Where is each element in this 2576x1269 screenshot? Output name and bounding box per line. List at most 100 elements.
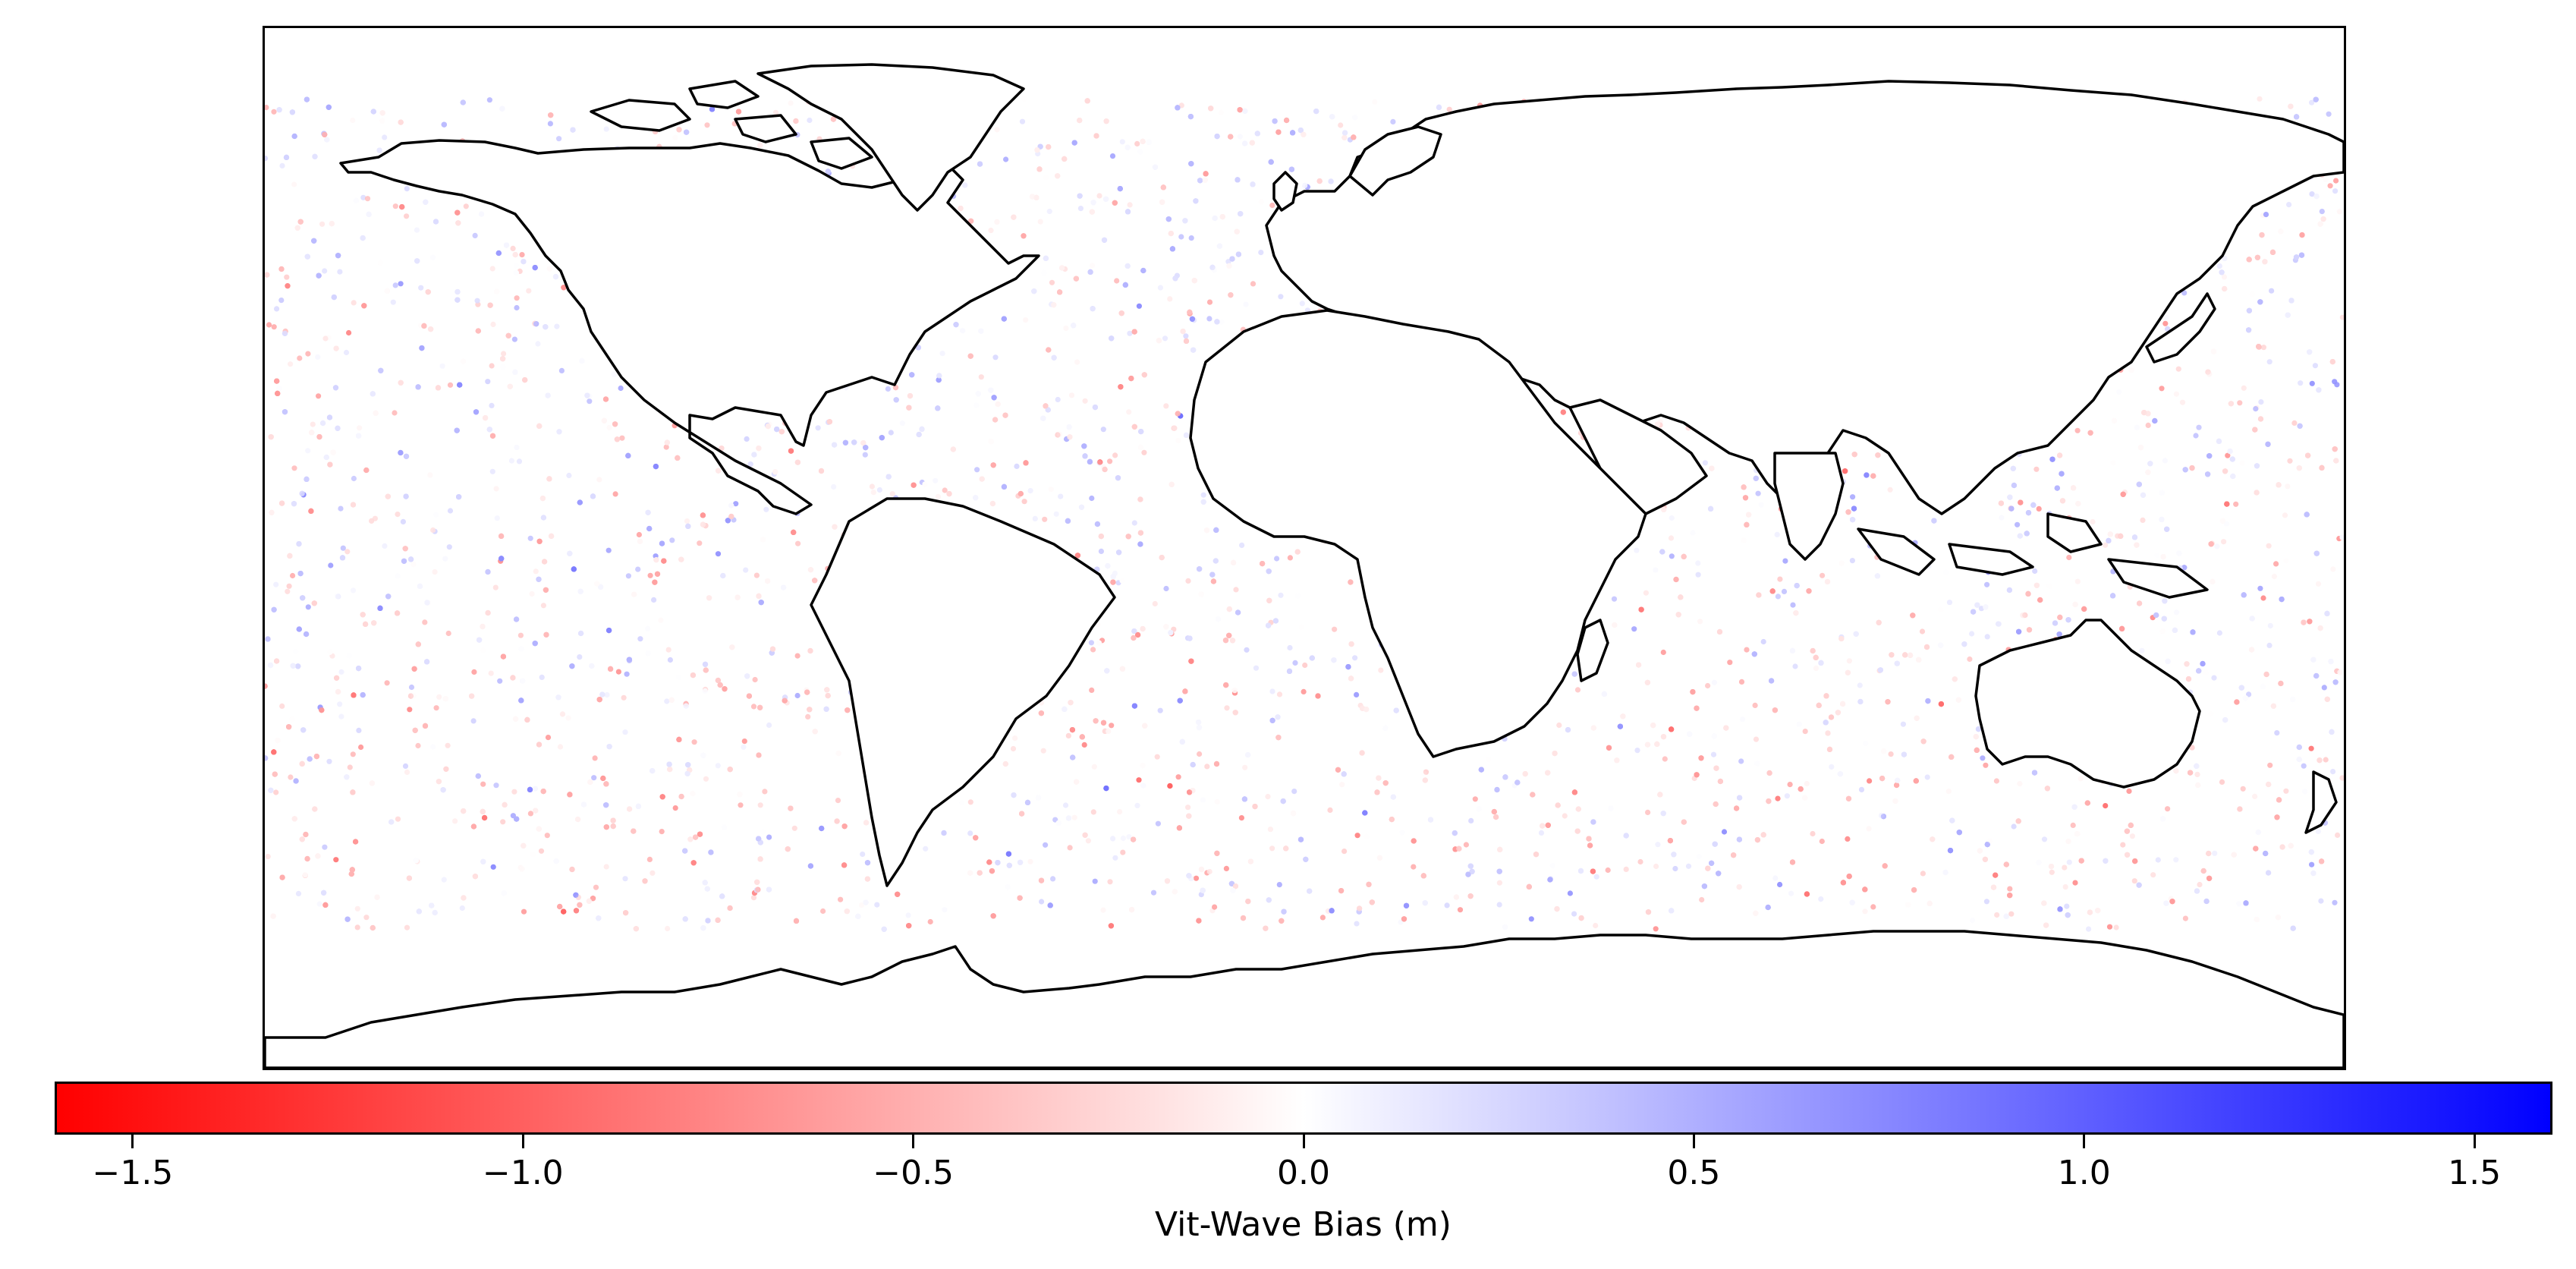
bias-point	[1980, 755, 1986, 761]
bias-point	[2332, 899, 2338, 905]
bias-point	[2134, 424, 2140, 430]
bias-point	[500, 819, 506, 825]
bias-point	[1120, 849, 1126, 855]
bias-point	[1711, 679, 1717, 685]
bias-point	[1019, 118, 1026, 124]
bias-point	[414, 227, 420, 233]
bias-point	[1574, 687, 1581, 693]
bias-point	[994, 127, 1000, 133]
bias-point	[472, 232, 478, 238]
bias-point	[1127, 202, 1133, 208]
bias-point	[284, 274, 290, 280]
bias-point	[2150, 872, 2156, 878]
bias-point	[1643, 590, 1649, 596]
bias-point	[650, 870, 656, 876]
bias-point	[760, 829, 766, 835]
bias-point	[266, 322, 272, 328]
bias-point	[480, 781, 486, 787]
bias-point	[2326, 111, 2332, 117]
bias-point	[744, 436, 750, 442]
bias-point	[508, 458, 514, 464]
bias-point	[1098, 548, 1104, 555]
bias-point	[2315, 581, 2322, 587]
bias-point	[860, 851, 866, 858]
bias-point	[408, 684, 415, 691]
bias-point	[2015, 521, 2021, 527]
bias-point	[927, 918, 933, 925]
bias-point	[1096, 193, 1102, 199]
bias-point	[1858, 786, 1865, 792]
bias-point	[1134, 140, 1140, 146]
bias-point	[427, 472, 433, 478]
bias-point	[447, 508, 454, 514]
bias-point	[1188, 235, 1194, 241]
bias-point	[1593, 874, 1599, 880]
bias-point	[2208, 711, 2214, 717]
bias-point	[286, 583, 292, 589]
bias-point	[291, 181, 297, 187]
bias-point	[1063, 325, 1069, 331]
bias-point	[1496, 880, 1502, 886]
bias-point	[565, 715, 571, 721]
bias-point	[1131, 520, 1137, 526]
bias-point	[1157, 707, 1163, 713]
bias-point	[1411, 864, 1417, 870]
bias-point	[1178, 102, 1184, 109]
bias-point	[514, 295, 520, 301]
bias-point	[2113, 924, 2119, 930]
bias-point	[540, 603, 546, 609]
bias-point	[636, 531, 642, 538]
bias-point	[1200, 492, 1206, 498]
bias-point	[1655, 842, 1661, 848]
bias-point	[942, 907, 948, 913]
bias-point	[1496, 902, 1502, 908]
bias-point	[1091, 764, 1097, 770]
bias-point	[290, 572, 296, 579]
map-frame	[263, 26, 2346, 1070]
bias-point	[338, 713, 344, 720]
bias-point	[1039, 899, 1045, 905]
bias-point	[1085, 838, 1091, 844]
bias-point	[346, 329, 352, 336]
bias-point	[1332, 626, 1338, 632]
bias-point	[1653, 567, 1659, 573]
bias-point	[404, 769, 410, 776]
bias-point	[794, 653, 800, 659]
bias-point	[442, 556, 448, 562]
bias-point	[905, 912, 911, 918]
bias-point	[1820, 572, 1826, 578]
bias-point	[858, 902, 865, 908]
bias-point	[1338, 122, 1344, 128]
bias-point	[1175, 437, 1181, 444]
bias-point	[1225, 259, 1231, 265]
bias-point	[1065, 732, 1071, 739]
bias-point	[1090, 263, 1096, 269]
bias-point	[1067, 845, 1073, 851]
bias-point	[1100, 427, 1106, 433]
bias-point	[1978, 606, 1984, 612]
bias-point	[1037, 219, 1043, 225]
bias-point	[1354, 833, 1360, 839]
bias-point	[2252, 793, 2258, 799]
bias-point	[489, 402, 495, 408]
bias-point	[658, 617, 664, 623]
bias-point	[1662, 756, 1668, 762]
bias-point	[1198, 892, 1204, 898]
bias-point	[344, 549, 351, 555]
bias-point	[1946, 600, 1953, 606]
bias-point	[1919, 628, 1926, 634]
bias-point	[2301, 763, 2307, 769]
bias-point	[1660, 649, 1666, 656]
bias-point	[1150, 890, 1157, 896]
bias-point	[514, 304, 520, 311]
bias-point	[480, 647, 486, 653]
bias-point	[1760, 480, 1766, 487]
bias-point	[788, 100, 794, 106]
bias-point	[815, 425, 821, 431]
bias-point	[1136, 777, 1142, 783]
bias-point	[1185, 805, 1191, 811]
bias-point	[1055, 396, 1061, 403]
bias-point	[2103, 803, 2109, 809]
bias-point	[2319, 209, 2325, 215]
bias-point	[527, 535, 533, 541]
